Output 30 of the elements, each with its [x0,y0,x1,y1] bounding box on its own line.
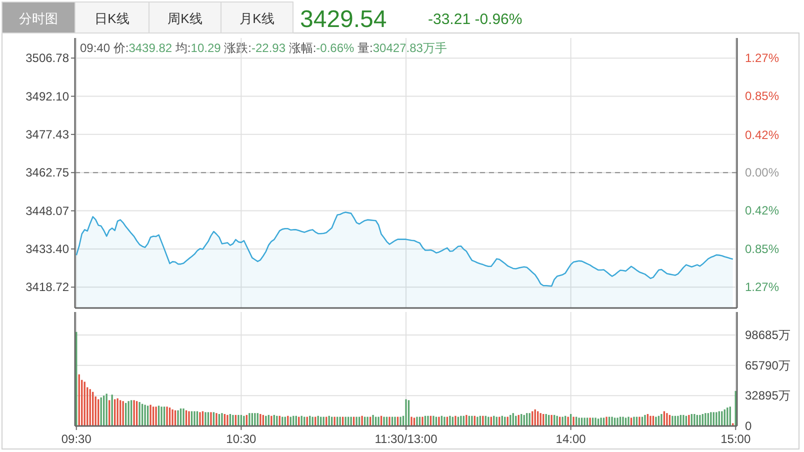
y2-tick-label: 0.85% [745,242,780,256]
text: 分时图 [19,11,58,26]
text: 日K线 [94,11,130,26]
x-tick-label: 09:30 [61,432,92,446]
y2-tick-label: 0.85% [745,89,780,104]
y-tick-label: 65790万 [745,358,790,372]
text: 周K线 [168,11,202,26]
text: 月K线 [240,11,274,26]
x-tick-label: 11:30/13:00 [374,432,438,446]
y-tick-label: 3492.10 [26,89,70,104]
y-tick-label: 98685万 [745,328,790,342]
y-tick-label: 3506.78 [26,51,70,66]
x-tick-label: 10:30 [226,432,257,446]
y2-tick-label: 1.27% [745,280,780,294]
chart-subtitle: -33.21 -0.96% [428,11,522,28]
chart-title: 3429.54 [300,6,387,33]
y2-tick-label: 1.27% [745,51,780,66]
y2-tick-label: 0.42% [745,128,780,142]
y-tick-label: 32895万 [745,388,790,403]
y-tick-label: 0 [745,419,752,433]
y-tick-label: 3448.07 [26,204,70,218]
y2-tick-label: 0.00% [745,166,780,180]
y-tick-label: 3462.75 [26,166,70,180]
y-tick-label: 3477.43 [26,127,70,142]
x-tick-label: 14:00 [556,432,586,446]
x-tick-label: 15:00 [720,432,751,446]
y-tick-label: 3418.72 [26,280,70,294]
y2-tick-label: 0.42% [745,203,780,218]
text: 09:40 价:3439.82 均:10.29 涨跌:-22.93 涨幅:-0.66% 量:30427.83万手 [80,41,447,55]
y-tick-label: 3433.40 [26,242,70,256]
